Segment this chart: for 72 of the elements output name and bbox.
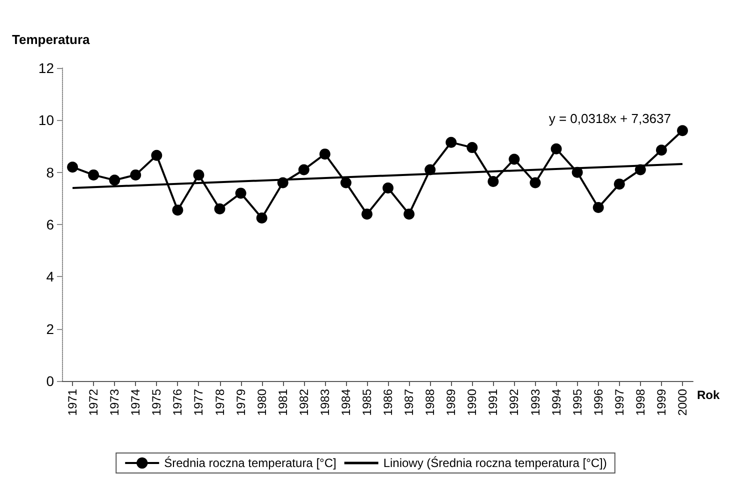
x-tick-label: 1972 (86, 388, 101, 416)
x-tick-label: 1978 (212, 388, 227, 416)
point (676, 125, 688, 136)
y-tick-label: 8 (46, 164, 54, 180)
x-tick-label: 1994 (549, 388, 564, 416)
x-tick-label: 1988 (423, 388, 438, 416)
point (592, 202, 604, 214)
x-tick-label: 1973 (108, 388, 122, 416)
x-tick-label: 1997 (612, 388, 626, 416)
point (193, 169, 204, 180)
x-tick-label: 1971 (66, 388, 80, 416)
point (614, 178, 625, 190)
x-tick-label: 1985 (360, 388, 374, 416)
point (67, 162, 78, 173)
y-tick-label: 2 (46, 320, 54, 337)
x-tick-label: 1976 (170, 388, 185, 416)
x-tick-label: 1980 (254, 388, 269, 416)
point (656, 144, 667, 156)
point (404, 208, 415, 220)
x-tick-label: 1999 (654, 388, 668, 416)
x-tick-label: 1984 (338, 388, 353, 416)
point (235, 188, 246, 199)
point (319, 148, 330, 160)
y-tick-label: 6 (46, 216, 54, 232)
annotation: y = 0,0318x + 7,3637 (548, 111, 671, 126)
x-tick-label: 1981 (276, 388, 290, 416)
x-tick-label: 1975 (150, 388, 164, 416)
point (130, 169, 142, 180)
point (340, 177, 352, 188)
x-tick-label: 1987 (402, 388, 416, 416)
point (361, 208, 372, 220)
point (634, 164, 646, 176)
x-tick-label: 2000 (675, 388, 690, 416)
point (466, 142, 478, 154)
point (172, 204, 184, 216)
y-tick-label: 10 (38, 112, 54, 128)
point (109, 174, 120, 186)
x-tick-label: 1992 (507, 388, 522, 416)
x-tick-label: 1986 (381, 388, 396, 416)
point (88, 169, 100, 180)
y-tick-label: 0 (46, 373, 54, 389)
y-axis-title: Temperatura (12, 32, 91, 47)
x-tick-label: 1989 (444, 388, 458, 416)
x-tick-label: 1982 (296, 388, 311, 416)
point (424, 164, 436, 176)
point (256, 212, 268, 224)
point (214, 203, 226, 214)
legend-label: Liniowy (Średnia roczna temperatura [°C]) (383, 456, 607, 470)
x-tick-label: 1983 (318, 388, 332, 416)
x-tick-label: 1979 (234, 388, 248, 416)
point (508, 154, 520, 165)
x-tick-label: 1998 (633, 388, 648, 416)
point (488, 176, 499, 187)
x-tick-label: 1995 (570, 388, 584, 416)
point (382, 182, 394, 194)
point (572, 166, 583, 178)
x-tick-label: 1993 (528, 388, 542, 416)
legend-label: Średnia roczna temperatura [°C] (164, 456, 336, 470)
x-axis-title: Rok (697, 388, 720, 402)
y-tick-label: 12 (38, 60, 54, 76)
point (550, 143, 562, 154)
x-tick-label: 1991 (486, 388, 500, 416)
x-tick-label: 1977 (192, 388, 206, 416)
x-tick-label: 1996 (591, 388, 606, 416)
y-tick-label: 4 (46, 268, 54, 285)
point (151, 150, 162, 161)
point (446, 136, 457, 148)
point (298, 164, 310, 176)
point (530, 177, 541, 188)
x-tick-label: 1990 (465, 388, 480, 416)
point (277, 177, 288, 188)
x-tick-label: 1974 (128, 388, 143, 416)
